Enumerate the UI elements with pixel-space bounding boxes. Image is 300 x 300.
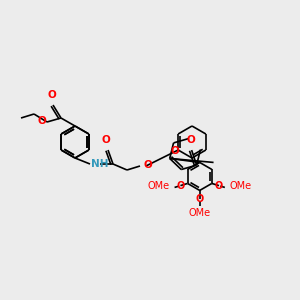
Text: OMe: OMe <box>148 182 169 191</box>
Text: O: O <box>186 135 195 145</box>
Text: O: O <box>143 160 152 170</box>
Text: O: O <box>176 181 184 190</box>
Text: NH: NH <box>91 159 109 169</box>
Text: OMe: OMe <box>230 182 252 191</box>
Text: O: O <box>196 194 204 204</box>
Text: O: O <box>215 181 223 190</box>
Text: O: O <box>37 116 46 126</box>
Text: O: O <box>102 135 110 145</box>
Text: O: O <box>170 146 179 156</box>
Text: OMe: OMe <box>189 208 211 218</box>
Text: O: O <box>48 90 56 100</box>
